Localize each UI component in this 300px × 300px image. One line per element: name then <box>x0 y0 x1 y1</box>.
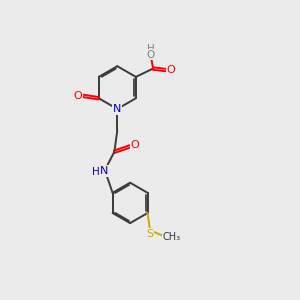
Text: H: H <box>92 167 100 177</box>
Text: CH₃: CH₃ <box>163 232 181 242</box>
Text: O: O <box>74 91 82 101</box>
Text: N: N <box>100 166 108 176</box>
Text: H: H <box>147 44 155 54</box>
Text: O: O <box>131 140 140 150</box>
Text: O: O <box>167 65 175 75</box>
Text: N: N <box>113 104 122 114</box>
Text: O: O <box>146 50 154 60</box>
Text: S: S <box>146 229 154 239</box>
